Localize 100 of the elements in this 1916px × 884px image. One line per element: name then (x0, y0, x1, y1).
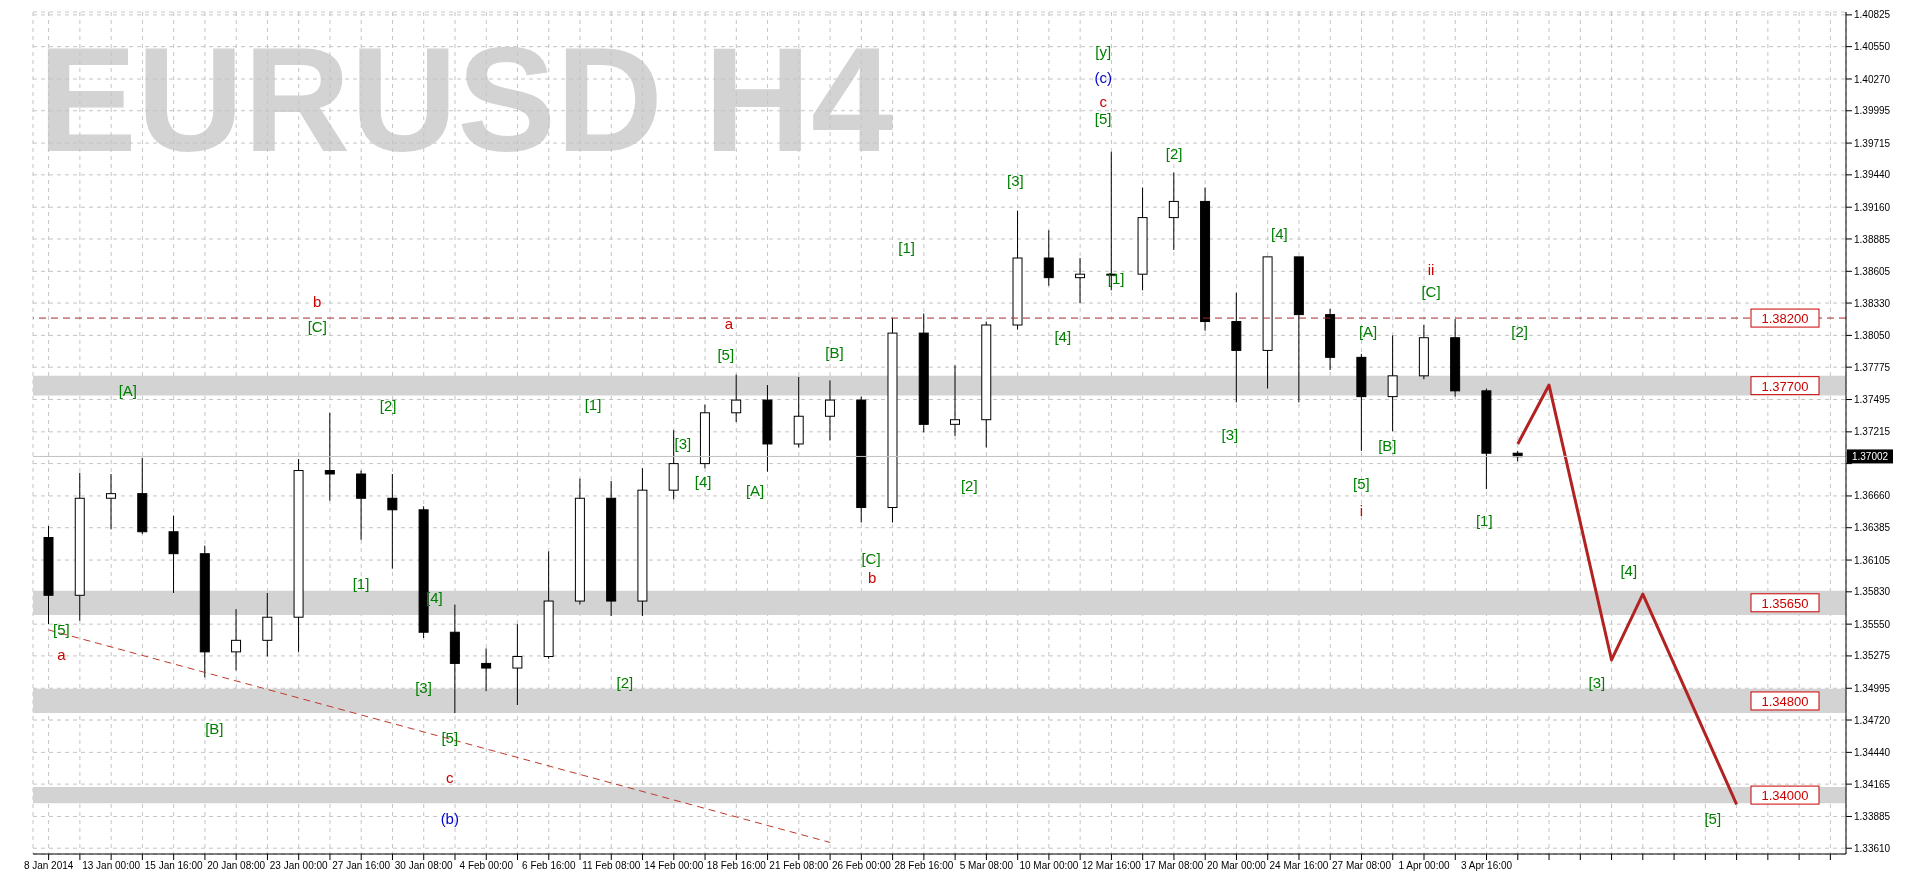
annotation: [5] (1704, 810, 1722, 828)
y-tick-label: 1.37775 (1854, 361, 1891, 373)
y-tick-label: 1.38605 (1854, 265, 1891, 277)
band-label: 1.34000 (1761, 788, 1809, 804)
y-tick-label: 1.34440 (1854, 746, 1891, 758)
annotation: (b) (440, 810, 459, 828)
y-tick-label: 1.40550 (1854, 41, 1891, 53)
annotation: [1] (584, 395, 602, 413)
candlestick (481, 647, 492, 692)
candlestick (1043, 229, 1054, 287)
x-tick-label: 17 Mar 08:00 (1144, 860, 1204, 872)
y-tick-label: 1.39160 (1854, 201, 1891, 213)
y-tick-label: 1.35550 (1854, 618, 1891, 630)
y-tick-label: 1.37495 (1854, 394, 1891, 406)
y-tick-label: 1.33610 (1854, 842, 1891, 854)
x-tick-label: 21 Feb 08:00 (769, 860, 829, 872)
annotation: [5] (53, 620, 70, 638)
x-tick-label: 3 Apr 16:00 (1460, 860, 1513, 872)
candlestick (168, 515, 179, 594)
annotation: [1] (1475, 512, 1493, 530)
annotation: [5] (1094, 110, 1112, 128)
annotation: (c) (1094, 68, 1112, 86)
x-tick-label: 4 Feb 00:00 (459, 860, 514, 872)
y-tick-label: 1.36385 (1854, 522, 1891, 534)
candlestick (324, 412, 335, 502)
y-tick-label: 1.39995 (1854, 105, 1891, 117)
annotation: [4] (694, 473, 712, 491)
y-tick-label: 1.40825 (1854, 9, 1891, 21)
annotation: [B] (825, 343, 844, 361)
annotation: ii (1427, 260, 1435, 278)
y-tick-label: 1.37215 (1854, 426, 1891, 438)
annotation: [B] (205, 720, 224, 738)
y-tick-label: 1.36105 (1854, 554, 1891, 566)
x-tick-label: 28 Feb 16:00 (894, 860, 954, 872)
y-tick-label: 1.40270 (1854, 73, 1891, 85)
annotation: [5] (441, 729, 459, 747)
annotation: [2] (616, 674, 634, 692)
x-tick-label: 12 Mar 16:00 (1081, 860, 1142, 872)
annotation: [3] (1588, 674, 1606, 692)
annotation: [2] (960, 476, 978, 494)
x-tick-label: 6 Feb 16:00 (522, 860, 576, 872)
annotation: [C] (861, 550, 881, 568)
annotation: [3] (1007, 171, 1024, 189)
x-tick-label: 15 Jan 16:00 (144, 860, 204, 872)
line-series (1516, 383, 1739, 806)
x-tick-label: 20 Jan 08:00 (207, 860, 266, 872)
annotation: [1] (898, 238, 916, 256)
y-tick-label: 1.39440 (1854, 169, 1891, 181)
x-tick-label: 1 Apr 00:00 (1398, 860, 1451, 872)
annotation: [C] (307, 318, 327, 336)
band-label: 1.37700 (1761, 378, 1809, 394)
y-tick-label: 1.38330 (1854, 297, 1891, 309)
candlestick (1168, 172, 1179, 251)
y-tick-label: 1.34165 (1854, 778, 1891, 790)
annotation: a (57, 646, 67, 664)
band-label: 1.35650 (1761, 595, 1809, 611)
x-tick-label: 27 Mar 08:00 (1332, 860, 1392, 872)
candlestick (262, 592, 273, 657)
x-tick-label: 14 Feb 00:00 (644, 860, 704, 872)
annotation: [y] (1095, 43, 1112, 61)
x-tick-label: 23 Jan 00:00 (269, 860, 329, 872)
x-tick-label: 18 Feb 16:00 (706, 860, 767, 872)
x-tick-label: 10 Mar 00:00 (1019, 860, 1079, 872)
annotation: c (1099, 93, 1108, 111)
candlestick (731, 374, 742, 423)
annotation: [3] (415, 678, 432, 696)
candlestick (387, 473, 398, 570)
y-tick-label: 1.39715 (1854, 137, 1891, 149)
annotation: c (446, 768, 455, 786)
y-tick-label: 1.33885 (1854, 811, 1891, 823)
x-tick-label: 26 Feb 00:00 (831, 860, 892, 872)
ref-line-label: 1.38200 (1761, 311, 1809, 327)
y-tick-label: 1.35830 (1854, 586, 1891, 598)
y-tick-label: 1.38885 (1854, 233, 1891, 245)
x-tick-label: 20 Mar 00:00 (1206, 860, 1267, 872)
annotation: [5] (717, 346, 735, 364)
y-tick-label: 1.34995 (1854, 682, 1891, 694)
annotation: [4] (1054, 327, 1072, 345)
annotation: [A] (745, 482, 765, 500)
annotation: b (313, 292, 322, 310)
x-tick-label: 13 Jan 00:00 (82, 860, 141, 872)
y-tick-label: 1.38050 (1854, 329, 1891, 341)
annotation: i (1359, 501, 1364, 519)
ref-line-label: 1.37002 (1851, 451, 1889, 463)
candlestick (231, 608, 242, 671)
candlestick (950, 364, 960, 437)
candlestick (824, 379, 835, 442)
annotation: [B] (1378, 437, 1397, 455)
annotation: [4] (1271, 224, 1288, 242)
candlestick (1387, 334, 1398, 432)
annotation: a (724, 314, 734, 332)
annotation: [5] (1353, 475, 1370, 493)
candlestick (106, 473, 117, 530)
annotation: [2] (379, 396, 397, 414)
annotation: [A] (1358, 322, 1378, 340)
x-tick-label: 11 Feb 08:00 (582, 860, 641, 872)
annotation: [A] (118, 381, 137, 399)
x-tick-label: 24 Mar 16:00 (1269, 860, 1329, 872)
annotation: [3] (674, 434, 692, 452)
annotation: [4] (1620, 562, 1638, 579)
